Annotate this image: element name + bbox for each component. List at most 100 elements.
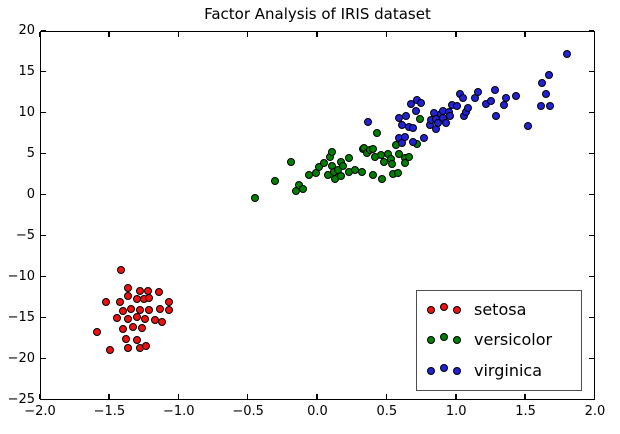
data-point-setosa	[164, 297, 173, 306]
y-tick-label: −10	[7, 269, 35, 284]
data-point-setosa	[156, 305, 165, 314]
data-point-virginica	[401, 111, 410, 120]
data-point-versicolor	[400, 159, 409, 168]
scatter-marker-icon	[453, 366, 461, 375]
data-point-virginica	[500, 100, 509, 109]
y-tick-mark	[41, 29, 46, 32]
data-point-virginica	[407, 100, 416, 109]
y-tick-mark	[41, 111, 46, 114]
y-tick-mark-right	[589, 275, 594, 278]
data-point-setosa	[124, 283, 133, 292]
data-point-versicolor	[394, 150, 403, 159]
data-point-versicolor	[320, 159, 329, 168]
y-tick-mark	[41, 152, 46, 155]
scatter-marker-icon	[440, 333, 448, 342]
x-tick-mark	[246, 394, 249, 399]
y-tick-mark	[41, 357, 46, 360]
data-point-virginica	[562, 50, 571, 59]
data-point-setosa	[124, 315, 133, 323]
data-point-virginica	[442, 119, 451, 128]
data-point-virginica	[492, 111, 501, 120]
data-point-setosa	[145, 305, 154, 314]
data-point-setosa	[92, 328, 101, 337]
x-tick-mark	[177, 394, 179, 399]
data-point-setosa	[124, 343, 133, 352]
data-point-virginica	[542, 90, 551, 99]
data-point-setosa	[118, 324, 127, 333]
legend: setosa versicolor virginica	[416, 290, 582, 391]
y-tick-mark	[41, 70, 46, 73]
scatter-marker-icon	[453, 336, 461, 345]
chart-title: Factor Analysis of IRIS dataset	[204, 5, 431, 23]
data-point-virginica	[536, 101, 545, 110]
data-point-setosa	[141, 315, 150, 323]
data-point-setosa	[116, 297, 125, 306]
data-point-virginica	[474, 87, 483, 96]
y-tick-mark-right	[589, 111, 594, 114]
legend-item-virginica: virginica	[427, 356, 581, 386]
y-tick-mark-right	[589, 357, 594, 360]
x-tick-label: 1.5	[515, 404, 536, 419]
data-point-virginica	[458, 94, 467, 103]
data-point-virginica	[417, 99, 426, 108]
data-point-virginica	[546, 101, 555, 110]
data-point-virginica	[464, 104, 473, 113]
legend-marker-versicolor	[427, 333, 461, 345]
scatter-marker-icon	[440, 303, 448, 312]
scatter-marker-icon	[440, 363, 448, 372]
data-point-virginica	[433, 119, 442, 128]
data-point-versicolor	[368, 170, 377, 179]
x-tick-mark	[38, 394, 41, 399]
x-tick-label: 1.0	[445, 404, 467, 419]
y-tick-label: 20	[18, 23, 35, 38]
data-point-setosa	[138, 324, 147, 333]
y-tick-label: 0	[26, 187, 35, 202]
data-point-virginica	[511, 91, 520, 100]
x-tick-mark-top	[246, 32, 249, 37]
legend-label-virginica: virginica	[474, 360, 542, 380]
data-point-virginica	[408, 123, 417, 132]
data-point-setosa	[154, 287, 163, 296]
data-point-setosa	[118, 306, 127, 315]
y-tick-label: −25	[7, 392, 35, 407]
data-point-versicolor	[404, 153, 413, 162]
legend-label-versicolor: versicolor	[474, 330, 553, 350]
scatter-marker-icon	[453, 306, 461, 315]
x-tick-label: −1.5	[93, 404, 126, 419]
data-point-virginica	[524, 122, 532, 131]
data-point-versicolor	[372, 128, 381, 137]
data-point-setosa	[117, 265, 126, 274]
data-point-versicolor	[339, 161, 348, 170]
legend-item-versicolor: versicolor	[427, 325, 581, 355]
data-point-virginica	[453, 101, 462, 110]
x-tick-mark	[385, 394, 388, 399]
x-tick-mark-top	[108, 32, 110, 37]
y-tick-label: −5	[15, 228, 35, 243]
x-tick-label: 2.0	[584, 404, 606, 419]
data-point-versicolor	[314, 163, 323, 172]
data-point-versicolor	[378, 174, 387, 183]
data-point-setosa	[132, 313, 141, 322]
y-tick-mark	[41, 316, 46, 319]
y-tick-mark	[41, 234, 46, 237]
y-tick-label: 15	[18, 64, 35, 79]
x-tick-label: −0.5	[232, 404, 264, 419]
data-point-setosa	[124, 292, 133, 301]
y-tick-label: −20	[7, 351, 35, 366]
data-point-virginica	[446, 111, 455, 120]
data-point-virginica	[364, 118, 373, 127]
data-point-virginica	[411, 106, 420, 115]
legend-marker-virginica	[427, 363, 461, 375]
data-point-virginica	[419, 133, 428, 142]
x-tick-mark-top	[524, 32, 526, 37]
data-point-versicolor	[250, 194, 259, 203]
x-tick-mark	[316, 394, 318, 399]
x-tick-label: 0.0	[307, 404, 328, 419]
data-point-virginica	[544, 71, 553, 80]
y-tick-label: 10	[18, 105, 35, 120]
x-tick-mark	[524, 394, 526, 399]
y-tick-mark	[41, 275, 46, 278]
data-point-virginica	[408, 137, 417, 146]
x-tick-mark-top	[177, 32, 179, 37]
y-tick-mark-right	[589, 316, 594, 319]
